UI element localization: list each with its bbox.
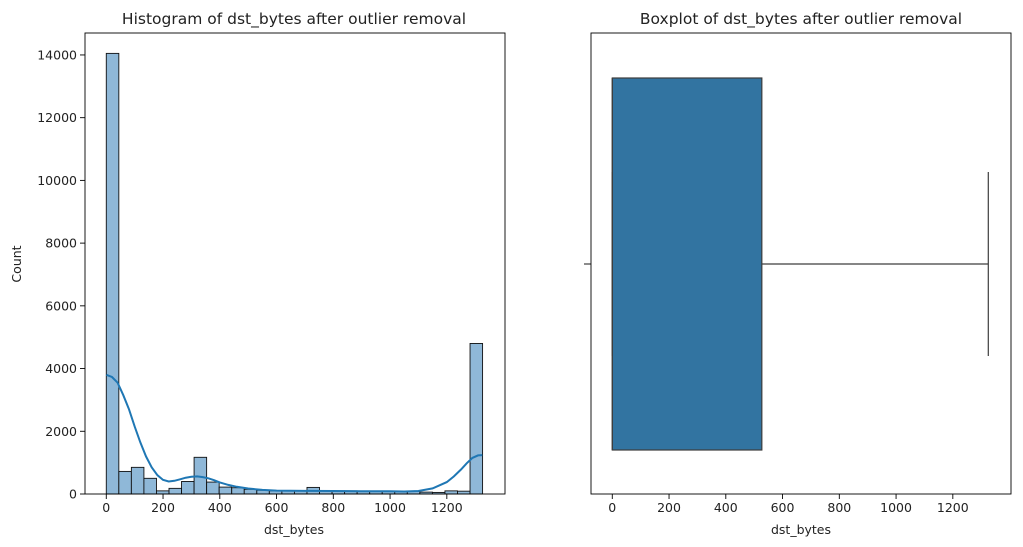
y-tick-label: 8000: [45, 236, 77, 251]
kde-line: [105, 373, 483, 493]
boxplot-title: Boxplot of dst_bytes after outlier remov…: [640, 10, 962, 29]
histogram-bar: [156, 490, 170, 495]
histogram-title: Histogram of dst_bytes after outlier rem…: [122, 10, 466, 29]
x-tick-label: 600: [771, 500, 795, 515]
y-tick-label: 14000: [37, 47, 77, 62]
histogram-bar: [218, 486, 233, 495]
histogram-bar: [231, 487, 245, 495]
box-iqr: [611, 77, 763, 451]
x-tick-label: 0: [608, 500, 616, 515]
y-tick-label: 2000: [45, 424, 77, 439]
x-tick-label: 800: [827, 500, 851, 515]
histogram-x-label: dst_bytes: [264, 522, 324, 537]
x-tick-label: 1000: [374, 500, 406, 515]
y-tick-label: 12000: [37, 110, 77, 125]
boxplot-frame: [590, 32, 1012, 495]
y-tick-label: 4000: [45, 361, 77, 376]
boxplot-x-label: dst_bytes: [771, 522, 831, 537]
histogram-x-ticks: 0 200 400 600 800 1000 1200: [102, 494, 463, 515]
histogram-bar: [206, 481, 220, 495]
histogram-y-ticks: 0 2000 4000 6000 8000 10000 12000 14000: [37, 47, 85, 502]
histogram-bar: [181, 481, 195, 495]
x-tick-label: 1200: [431, 500, 463, 515]
histogram-y-label: Count: [9, 245, 24, 282]
x-tick-label: 200: [657, 500, 681, 515]
x-tick-label: 1200: [937, 500, 969, 515]
y-tick-label: 0: [69, 487, 77, 502]
boxplot-panel: Boxplot of dst_bytes after outlier remov…: [584, 10, 1012, 537]
x-tick-label: 600: [265, 500, 289, 515]
histogram-bar: [143, 477, 157, 495]
histogram-panel: Histogram of dst_bytes after outlier rem…: [9, 10, 506, 537]
x-tick-label: 200: [151, 500, 175, 515]
histogram-bar: [130, 466, 145, 495]
histogram-bar: [469, 343, 484, 495]
histogram-bars: [105, 52, 484, 495]
y-tick-label: 6000: [45, 298, 77, 313]
x-tick-label: 0: [102, 500, 110, 515]
histogram-bar: [168, 487, 182, 495]
x-tick-label: 1000: [880, 500, 912, 515]
histogram-bar: [105, 52, 120, 495]
y-tick-label: 10000: [37, 173, 77, 188]
boxplot-body: [611, 77, 989, 451]
histogram-bar: [118, 470, 132, 495]
x-tick-label: 400: [714, 500, 738, 515]
histogram-bar: [444, 490, 458, 495]
x-tick-label: 800: [321, 500, 345, 515]
boxplot-x-ticks: 0 200 400 600 800 1000 1200: [608, 494, 969, 515]
x-tick-label: 400: [208, 500, 232, 515]
histogram-frame: [84, 32, 506, 495]
